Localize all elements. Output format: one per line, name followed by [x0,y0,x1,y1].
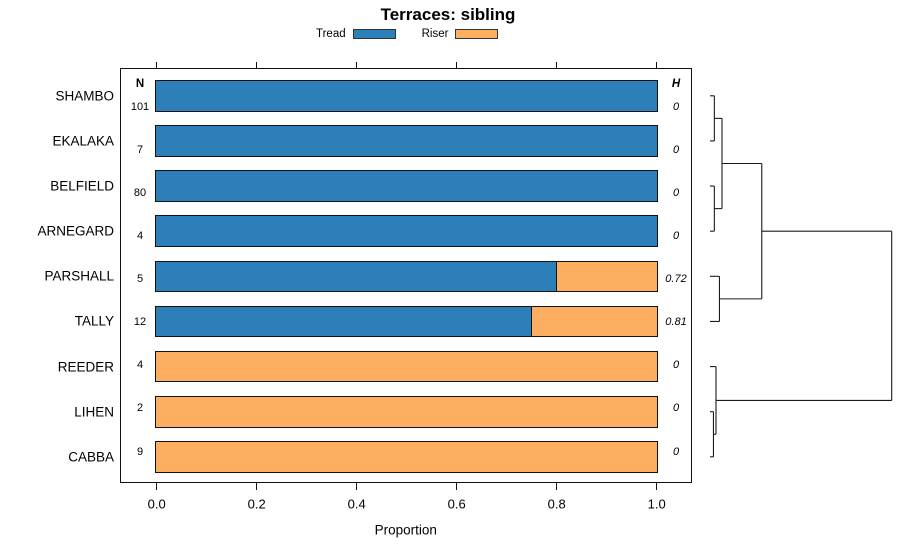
x-tick [556,483,558,490]
category-label-reeder: REEDER [57,359,114,375]
h-value: 0 [672,230,680,242]
x-tick-label: 0.8 [547,496,566,512]
category-label-tally: TALLY [74,313,114,329]
x-tick-label: 0.6 [447,496,466,512]
legend-swatch-tread [352,28,396,39]
category-label-parshall: PARSHALL [44,268,114,284]
h-value: 0 [672,186,680,199]
h-value: 0 [672,445,680,458]
x-tick-label: 0.4 [347,496,366,512]
category-label-arnegard: ARNEGARD [37,223,114,239]
h-value: 0.72 [665,273,687,286]
category-label-ekalaka: EKALAKA [52,133,114,149]
bar-cabba [155,441,658,473]
x-tick-top [456,61,458,68]
n-value: 12 [133,316,147,329]
category-label-belfield: BELFIELD [50,178,114,194]
n-value: 80 [133,186,147,199]
x-tick [456,483,458,490]
h-column-header: H [671,78,681,90]
x-tick [256,483,258,490]
h-value: 0 [672,359,680,372]
x-axis-title: Proportion [374,522,437,538]
x-tick-label: 0.2 [247,496,266,512]
plot-frame [120,68,692,484]
bar-belfield [155,170,658,202]
legend: Tread Riser [316,27,499,40]
x-tick-top [556,61,558,68]
x-tick-label: 1.0 [647,496,666,512]
x-tick-top [656,61,658,68]
n-value: 4 [136,230,144,242]
category-label-lihen: LIHEN [74,404,114,420]
x-tick [156,483,158,490]
x-tick [656,483,658,490]
bar-segment-tread [156,306,532,337]
n-value: 101 [130,100,150,113]
h-value: 0 [672,143,680,156]
bar-segment-tread [156,261,557,292]
x-tick-top [156,61,158,68]
bar-tally [155,305,658,338]
legend-label-tread: Tread [316,27,346,40]
legend-swatch-riser [455,28,499,39]
x-tick-top [356,61,358,68]
x-tick-label: 0.0 [147,496,166,512]
n-value: 7 [136,143,144,156]
bar-lihen [155,395,658,428]
category-label-shambo: SHAMBO [55,88,114,104]
bar-parshall [155,260,658,293]
n-value: 4 [136,359,144,372]
n-value: 5 [136,273,144,286]
legend-label-riser: Riser [421,27,449,40]
h-value: 0 [672,402,680,415]
chart-title: Terraces: sibling [380,5,516,24]
n-value: 9 [136,445,144,458]
bar-reeder [155,350,658,383]
x-tick [356,483,358,490]
h-value: 0.81 [665,316,687,329]
bar-ekalaka [155,125,658,157]
h-value: 0 [672,100,680,113]
x-tick-top [256,61,258,68]
bar-shambo [155,80,658,112]
n-column-header: N [135,78,145,90]
n-value: 2 [136,402,144,415]
bar-arnegard [155,215,658,247]
category-label-cabba: CABBA [68,449,114,465]
